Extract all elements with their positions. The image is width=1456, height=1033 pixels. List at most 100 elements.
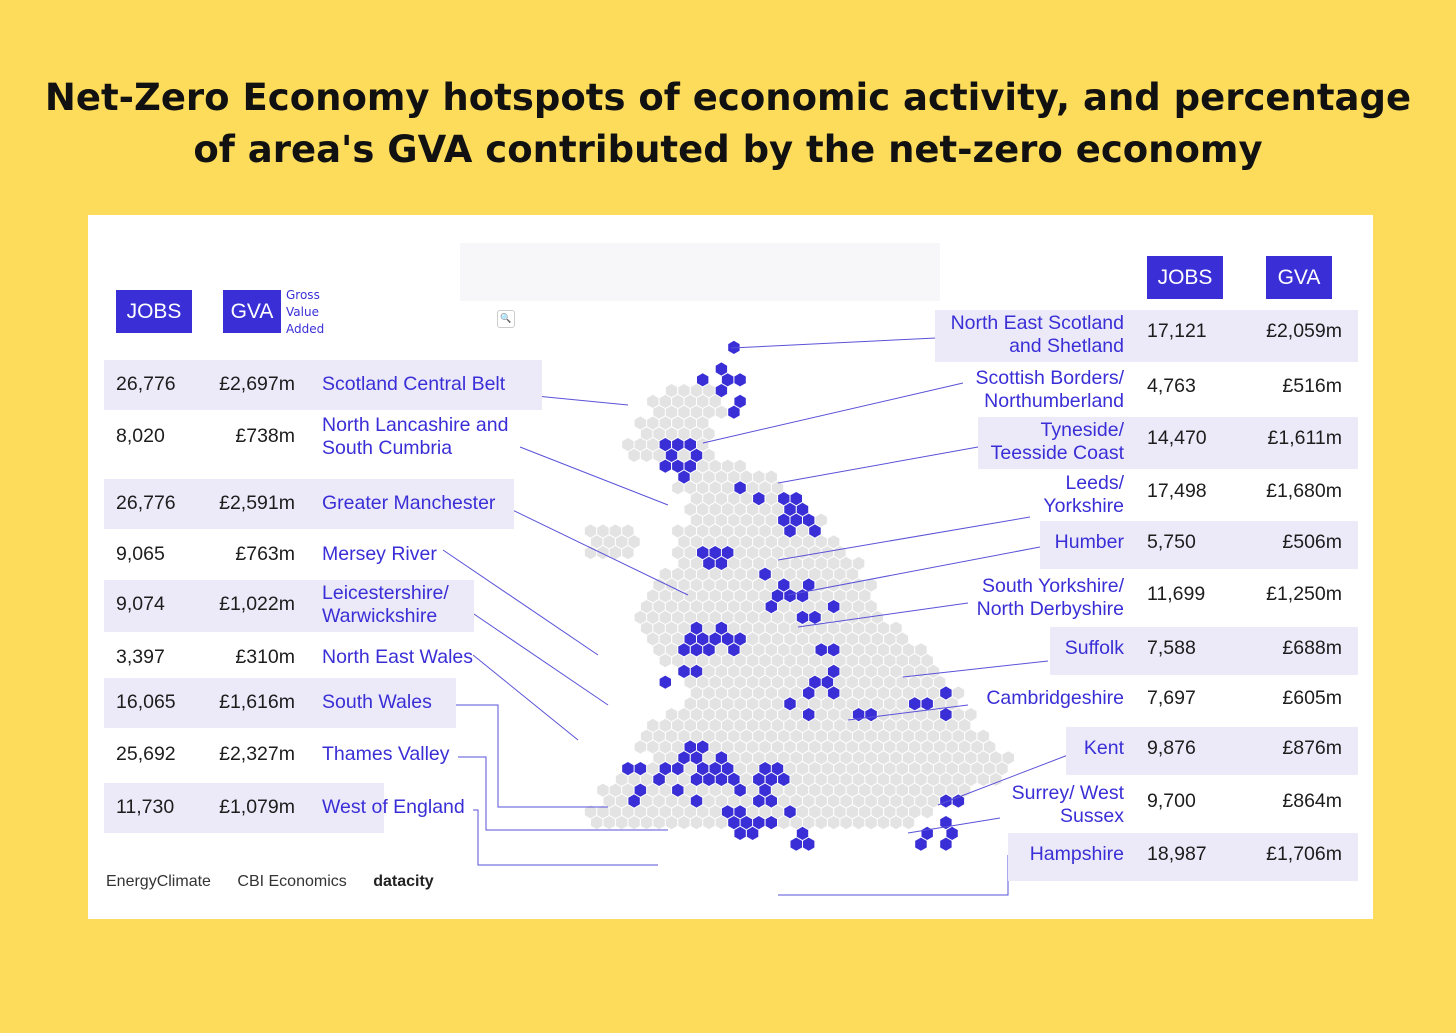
land-hex [840, 708, 852, 722]
land-hex [728, 664, 740, 678]
leader-line [442, 549, 599, 656]
land-hex [784, 654, 796, 668]
land-hex [890, 794, 902, 808]
land-hex [703, 729, 715, 743]
land-hex [871, 697, 883, 711]
hotspot-hex [659, 675, 671, 689]
hotspot-hex [753, 492, 765, 506]
region-label: Leicestershire/ Warwickshire [322, 582, 449, 627]
hotspot-hex [827, 686, 840, 700]
hotspot-hex [803, 708, 815, 722]
land-hex [634, 438, 647, 452]
land-hex [697, 783, 709, 797]
land-hex [597, 805, 609, 819]
land-hex [740, 643, 753, 657]
land-hex [821, 632, 834, 646]
land-hex [815, 729, 827, 743]
land-hex [640, 427, 653, 441]
land-hex [859, 675, 871, 689]
land-hex [678, 816, 690, 830]
hotspot-hex [690, 643, 703, 657]
jobs-value: 17,498 [1147, 480, 1207, 502]
leader-line [730, 337, 937, 349]
land-hex [827, 535, 840, 549]
land-hex [902, 686, 915, 700]
region-label: North East Scotland and Shetland [950, 312, 1124, 357]
land-hex [765, 513, 777, 527]
land-hex [647, 805, 659, 819]
land-hex [765, 686, 777, 700]
land-hex [697, 438, 709, 452]
land-hex [846, 697, 859, 711]
land-hex [615, 772, 628, 786]
land-hex [665, 816, 678, 830]
gva-value: £864m [1282, 790, 1342, 812]
land-hex [697, 567, 709, 581]
land-hex [915, 643, 927, 657]
land-hex [647, 740, 659, 754]
land-hex [734, 718, 746, 732]
land-hex [634, 805, 647, 819]
hotspot-hex [697, 762, 709, 776]
land-hex [796, 567, 809, 581]
land-hex [952, 708, 965, 722]
land-hex [865, 772, 877, 786]
zoom-icon[interactable]: 🔍 [497, 310, 515, 328]
land-hex [877, 729, 890, 743]
land-hex [709, 740, 721, 754]
land-hex [715, 664, 728, 678]
land-hex [703, 794, 715, 808]
land-hex [665, 600, 678, 614]
land-hex [902, 708, 915, 722]
land-hex [684, 394, 696, 408]
land-hex [915, 772, 927, 786]
land-hex [622, 805, 634, 819]
hotspot-hex [684, 632, 696, 646]
land-hex [796, 740, 809, 754]
land-hex [877, 708, 890, 722]
land-hex [753, 470, 765, 484]
gva-value: £763m [235, 543, 295, 565]
land-hex [765, 729, 777, 743]
land-hex [603, 816, 615, 830]
land-hex [859, 632, 871, 646]
land-hex [659, 394, 671, 408]
land-hex [759, 481, 771, 495]
land-hex [834, 675, 846, 689]
land-hex [640, 772, 653, 786]
cbi-economics-logo: CBI Economics [237, 873, 347, 890]
land-hex [703, 492, 715, 506]
hotspot-hex [753, 772, 765, 786]
land-hex [753, 686, 765, 700]
land-hex [990, 772, 1002, 786]
energy-climate-logo: EnergyClimate [106, 873, 211, 890]
land-hex [821, 740, 834, 754]
land-hex [852, 816, 865, 830]
land-hex [896, 654, 908, 668]
land-hex [753, 708, 765, 722]
land-hex [821, 762, 834, 776]
land-hex [703, 664, 715, 678]
land-hex [734, 459, 746, 473]
land-hex [584, 524, 597, 538]
land-hex [890, 686, 902, 700]
land-hex [840, 621, 852, 635]
land-hex [859, 654, 871, 668]
jobs-value: 5,750 [1147, 531, 1196, 553]
land-hex [647, 438, 659, 452]
hotspot-hex [734, 826, 746, 840]
land-hex [703, 751, 715, 765]
hotspot-hex [778, 772, 790, 786]
land-hex [715, 492, 728, 506]
land-hex [628, 448, 640, 462]
land-hex [790, 729, 802, 743]
hotspot-hex [790, 513, 802, 527]
land-hex [721, 654, 734, 668]
land-hex [678, 535, 690, 549]
land-hex [859, 762, 871, 776]
gva-value: £688m [1282, 637, 1342, 659]
land-hex [734, 610, 746, 624]
land-hex [753, 513, 765, 527]
land-hex [884, 675, 896, 689]
land-hex [728, 621, 740, 635]
